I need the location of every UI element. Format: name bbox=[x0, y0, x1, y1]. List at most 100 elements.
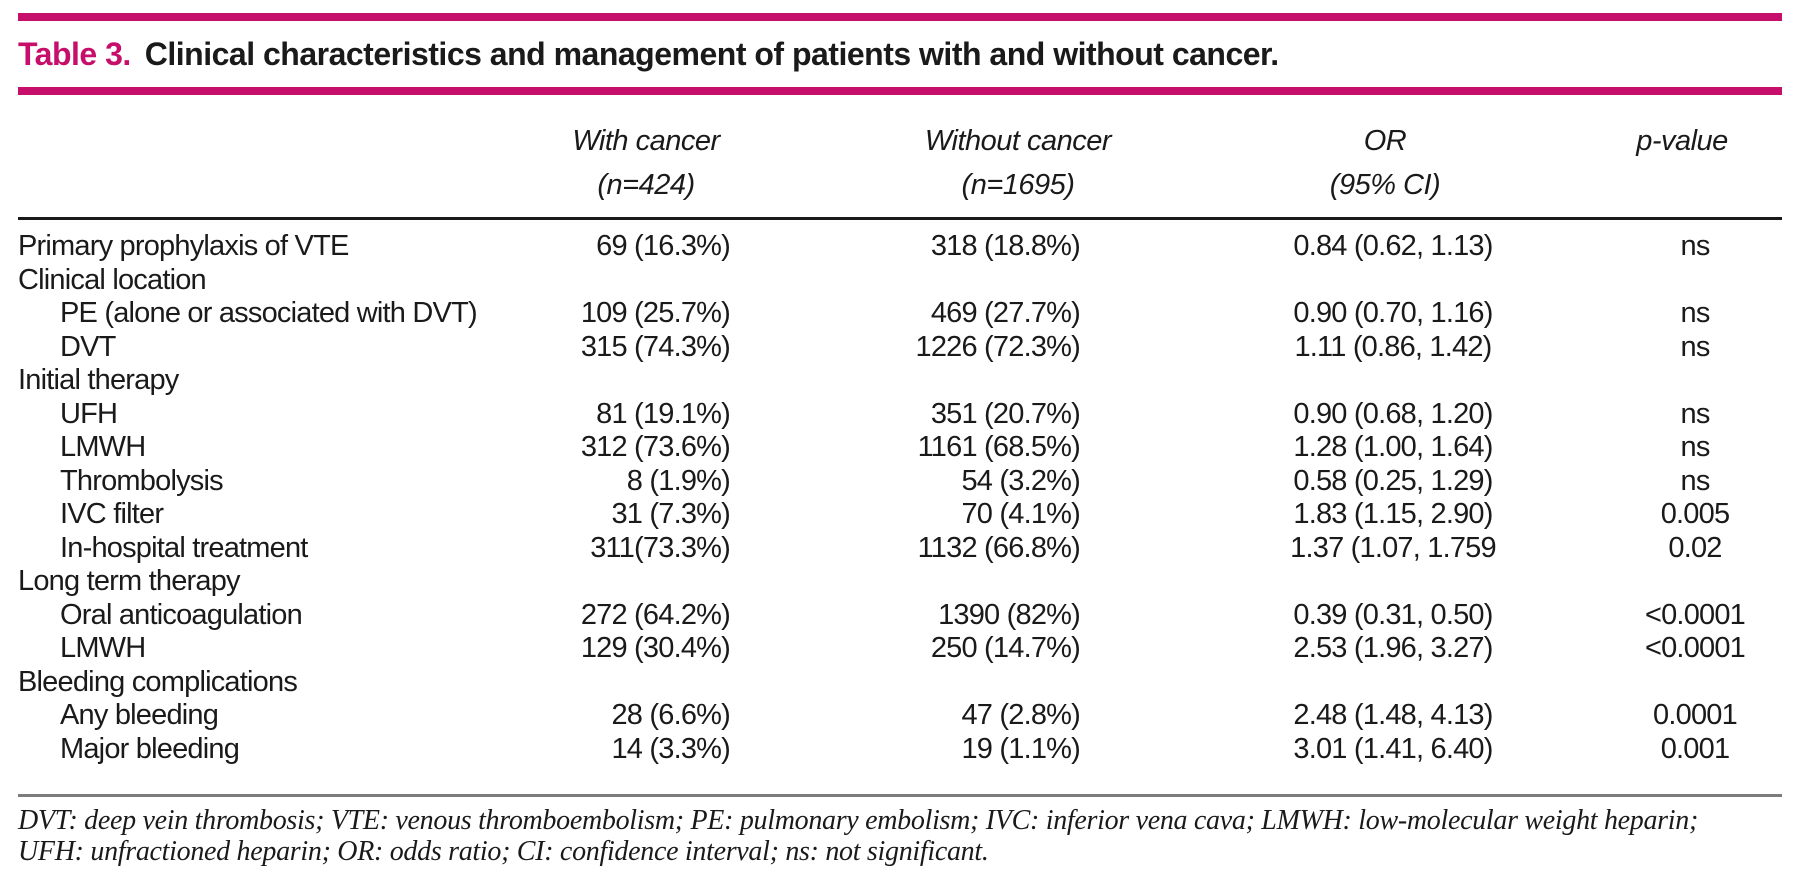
column-header-line1: OR bbox=[1363, 125, 1407, 157]
table-figure-inner: Table 3. Clinical characteristics and man… bbox=[18, 0, 1782, 867]
cell-or: 0.84 (0.62, 1.13) bbox=[1293, 230, 1493, 262]
table-row: UFH 81 (19.1%) 351 (20.7%) 0.90 (0.68, 1.20… bbox=[18, 398, 1782, 432]
row-label: Any bleeding bbox=[60, 699, 219, 731]
column-header-line2: (n=1695) bbox=[961, 169, 1075, 201]
row-label: PE (alone or associated with DVT) bbox=[60, 297, 478, 329]
row-label: Oral anticoagulation bbox=[60, 598, 303, 631]
cell-p-value: <0.0001 bbox=[1644, 632, 1746, 664]
column-header-line1: Without cancer bbox=[924, 125, 1112, 157]
cell-or bbox=[1088, 364, 1608, 398]
cell-without-cancer bbox=[738, 666, 1088, 700]
row-label: Initial therapy bbox=[18, 364, 179, 396]
table-row: PE (alone or associated with DVT) 109 (25… bbox=[18, 297, 1782, 331]
table-row: Major bleeding 14 (3.3%) 19 (1.1%) 3.01 (1.… bbox=[18, 733, 1782, 767]
cell-or: 0.39 (0.31, 0.50) bbox=[1293, 598, 1493, 631]
cell-or: 0.58 (0.25, 1.29) bbox=[1293, 464, 1493, 497]
cell-p-value: ns bbox=[1680, 431, 1710, 463]
table-row: DVT 315 (74.3%) 1226 (72.3%) 1.11 (0.86, 1.… bbox=[18, 331, 1782, 365]
cell-p-value: ns bbox=[1680, 297, 1710, 329]
cell-with-cancer: 312 (73.6%) bbox=[580, 431, 731, 463]
table-row: Initial therapy bbox=[18, 364, 1782, 398]
cell-with-cancer: 69 (16.3%) bbox=[596, 230, 731, 262]
cell-with-cancer: 109 (25.7%) bbox=[580, 297, 731, 329]
cell-without-cancer: 1226 (72.3%) bbox=[915, 330, 1080, 363]
cell-or bbox=[1088, 666, 1608, 700]
cell-without-cancer: 19 (1.1%) bbox=[961, 732, 1080, 765]
column-header-without-cancer: Without cancer (n=1695) bbox=[924, 119, 1112, 207]
row-label: In-hospital treatment bbox=[60, 531, 308, 564]
cell-with-cancer bbox=[478, 666, 738, 700]
cell-with-cancer: 8 (1.9%) bbox=[626, 464, 731, 497]
row-label: Primary prophylaxis of VTE bbox=[18, 230, 349, 262]
table-row: In-hospital treatment 311(73.3%) 1132 (66.… bbox=[18, 532, 1782, 566]
cell-p-value: ns bbox=[1680, 464, 1710, 497]
table-row: LMWH 312 (73.6%) 1161 (68.5%) 1.28 (1.00, 1… bbox=[18, 431, 1782, 465]
data-table: Primary prophylaxis of VTE 69 (16.3%) 318 … bbox=[18, 230, 1782, 766]
cell-or: 0.90 (0.68, 1.20) bbox=[1293, 397, 1493, 430]
cell-without-cancer: 1161 (68.5%) bbox=[917, 431, 1081, 463]
cell-without-cancer: 1390 (82%) bbox=[938, 598, 1081, 631]
column-header-row: With cancer (n=424) Without cancer (n=16… bbox=[18, 95, 1782, 220]
cell-p-value: ns bbox=[1680, 230, 1710, 262]
table-row: Thrombolysis 8 (1.9%) 54 (3.2%) 0.58 (0.25,… bbox=[18, 465, 1782, 499]
cell-or: 1.28 (1.00, 1.64) bbox=[1293, 431, 1493, 463]
cell-p-value bbox=[1608, 364, 1782, 398]
cell-with-cancer: 315 (74.3%) bbox=[580, 330, 731, 363]
row-label: UFH bbox=[60, 397, 118, 430]
table-row: Long term therapy bbox=[18, 565, 1782, 599]
cell-without-cancer: 47 (2.8%) bbox=[961, 699, 1080, 731]
cell-or: 1.11 (0.86, 1.42) bbox=[1294, 330, 1492, 363]
row-label: Clinical location bbox=[18, 263, 207, 296]
cell-with-cancer: 81 (19.1%) bbox=[596, 397, 731, 430]
footnote: DVT: deep vein thrombosis; VTE: venous t… bbox=[18, 805, 1782, 867]
cell-p-value bbox=[1608, 565, 1782, 599]
cell-or bbox=[1088, 264, 1608, 298]
cell-with-cancer: 28 (6.6%) bbox=[611, 699, 730, 731]
cell-without-cancer: 469 (27.7%) bbox=[930, 297, 1081, 329]
cell-p-value bbox=[1608, 264, 1782, 298]
footnote-rule bbox=[18, 794, 1782, 797]
cell-without-cancer: 318 (18.8%) bbox=[930, 230, 1081, 262]
cell-p-value: ns bbox=[1680, 330, 1710, 363]
row-label: LMWH bbox=[60, 431, 146, 463]
cell-with-cancer bbox=[478, 364, 738, 398]
table-title: Table 3. Clinical characteristics and man… bbox=[18, 36, 1782, 73]
cell-without-cancer: 351 (20.7%) bbox=[930, 397, 1081, 430]
table-number: Table 3. bbox=[18, 36, 131, 72]
table-row: Primary prophylaxis of VTE 69 (16.3%) 318 … bbox=[18, 230, 1782, 264]
row-label: Major bleeding bbox=[60, 732, 240, 765]
cell-or: 1.37 (1.07, 1.759 bbox=[1290, 531, 1496, 564]
table-body: Primary prophylaxis of VTE 69 (16.3%) 318 … bbox=[18, 230, 1782, 766]
column-header-line2: (95% CI) bbox=[1329, 169, 1441, 201]
cell-without-cancer: 250 (14.7%) bbox=[930, 632, 1081, 664]
table-row: Oral anticoagulation 272 (64.2%) 1390 (82%… bbox=[18, 599, 1782, 633]
cell-with-cancer: 129 (30.4%) bbox=[580, 632, 731, 664]
row-label: IVC filter bbox=[60, 498, 164, 530]
cell-with-cancer bbox=[478, 264, 738, 298]
table-row: Bleeding complications bbox=[18, 666, 1782, 700]
cell-without-cancer: 1132 (66.8%) bbox=[917, 531, 1081, 564]
row-label: Thrombolysis bbox=[60, 464, 224, 497]
cell-or bbox=[1088, 565, 1608, 599]
row-label: Long term therapy bbox=[18, 565, 241, 597]
footnote-line2: UFH: unfractioned heparin; OR: odds rati… bbox=[18, 836, 989, 867]
table-row: IVC filter 31 (7.3%) 70 (4.1%) 1.83 (1.15, … bbox=[18, 498, 1782, 532]
cell-p-value: 0.0001 bbox=[1653, 699, 1738, 731]
row-label: DVT bbox=[60, 330, 116, 363]
column-header-line2: (n=424) bbox=[597, 169, 695, 201]
column-header-line1: With cancer bbox=[572, 125, 720, 157]
cell-or: 2.53 (1.96, 3.27) bbox=[1293, 632, 1493, 664]
row-label: LMWH bbox=[60, 632, 146, 664]
table-row: LMWH 129 (30.4%) 250 (14.7%) 2.53 (1.96, 3.… bbox=[18, 632, 1782, 666]
cell-with-cancer: 311(73.3%) bbox=[590, 531, 731, 564]
cell-without-cancer bbox=[738, 565, 1088, 599]
cell-p-value: 0.005 bbox=[1660, 498, 1730, 530]
cell-or: 3.01 (1.41, 6.40) bbox=[1293, 732, 1493, 765]
cell-with-cancer: 272 (64.2%) bbox=[580, 598, 731, 631]
cell-p-value: ns bbox=[1680, 397, 1710, 430]
cell-or: 1.83 (1.15, 2.90) bbox=[1293, 498, 1493, 530]
cell-without-cancer: 70 (4.1%) bbox=[961, 498, 1080, 530]
cell-p-value: 0.001 bbox=[1660, 732, 1730, 765]
footnote-line1: DVT: deep vein thrombosis; VTE: venous t… bbox=[18, 805, 1698, 836]
